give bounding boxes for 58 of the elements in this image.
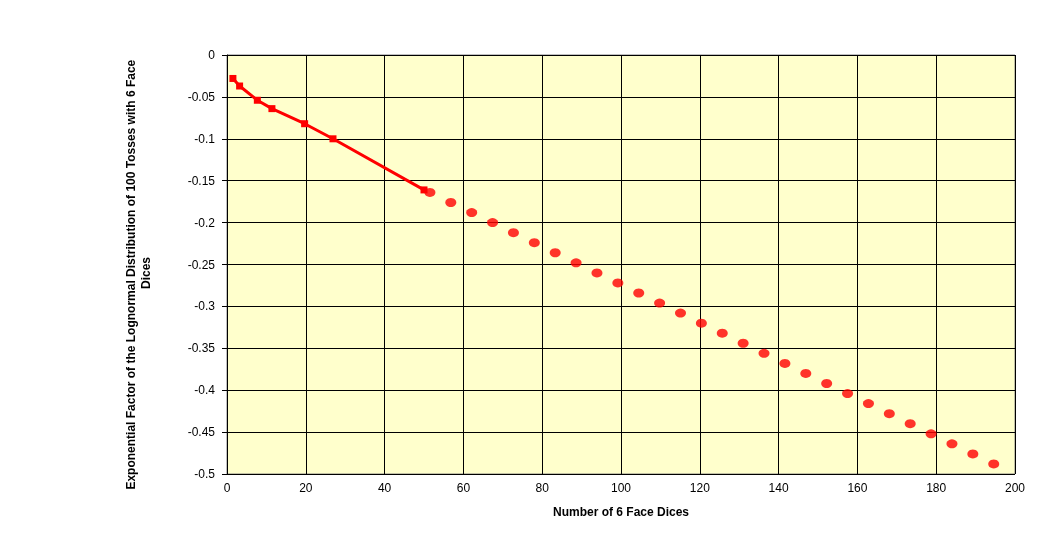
point	[420, 186, 428, 194]
point	[612, 278, 624, 288]
point	[487, 218, 499, 228]
point	[967, 449, 979, 459]
point	[821, 379, 833, 388]
y-tick-label: -0.05	[187, 89, 216, 104]
x-tick-label: 120	[689, 481, 711, 495]
point	[549, 248, 561, 258]
point	[988, 459, 1000, 469]
point	[654, 298, 666, 308]
x-axis-title: Number of 6 Face Dices	[552, 505, 690, 519]
x-tick-label: 40	[377, 481, 392, 495]
point	[716, 328, 728, 338]
x-tick-label: 80	[535, 481, 550, 495]
x-tick-label: 20	[299, 481, 313, 495]
x-tick-label: 160	[847, 481, 868, 495]
y-tick-label: 0	[208, 48, 216, 62]
x-tick-label: 0	[223, 481, 231, 495]
point	[253, 96, 261, 104]
point	[236, 82, 244, 90]
y-tick-label: -0.3	[194, 299, 216, 314]
x-tick-label: 200	[1004, 481, 1026, 495]
x-tick-label: 140	[768, 481, 789, 495]
point	[528, 238, 540, 248]
x-tick-label: 180	[926, 481, 947, 495]
y-tick-label: -0.5	[194, 467, 216, 481]
point	[883, 409, 895, 419]
point	[329, 135, 337, 143]
point	[800, 368, 812, 378]
point	[301, 120, 309, 128]
y-axis-title: Exponential Factor of the Lognormal Distribution of 100 Tosses with 6 Face Dices	[123, 56, 153, 490]
point	[758, 348, 770, 358]
y-tick-label: -0.25	[187, 257, 216, 272]
y-tick-label: -0.2	[194, 215, 216, 230]
point	[779, 358, 791, 368]
point	[675, 308, 686, 318]
point	[466, 208, 478, 218]
point	[737, 338, 749, 348]
point	[445, 197, 457, 207]
point	[633, 288, 645, 298]
y-tick-label: -0.35	[187, 341, 216, 356]
point	[925, 429, 937, 439]
point	[904, 419, 916, 429]
point	[862, 399, 874, 409]
x-tick-label: 60	[456, 481, 471, 495]
point	[570, 258, 582, 268]
point	[229, 74, 237, 82]
x-tick-label: 100	[610, 481, 632, 495]
point	[946, 439, 958, 449]
point	[695, 318, 707, 328]
point	[507, 228, 519, 238]
point	[268, 105, 276, 113]
y-tick-label: -0.15	[187, 173, 216, 188]
y-tick-label: -0.4	[194, 383, 216, 398]
y-tick-label: -0.45	[187, 425, 216, 440]
point	[591, 268, 603, 278]
y-tick-label: -0.1	[194, 131, 216, 146]
point	[842, 389, 854, 399]
